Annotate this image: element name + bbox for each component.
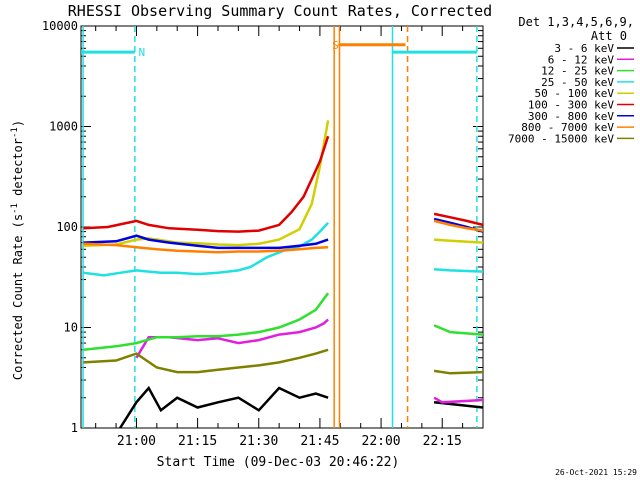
y-tick-label-2: 100 [56,220,78,234]
legend-header-line2: Att 0 [591,29,627,43]
y-tick-label-1: 10 [64,321,78,335]
x-tick-label-2: 21:30 [239,434,278,449]
y-tick-label-0: 1 [71,421,78,435]
y-axis-label: Corrected Count Rate (s-1 detector-1) [10,120,25,380]
footer-date: 26-Oct-2021 15:29 [555,468,637,477]
y-axis-label-end: ) [11,120,25,127]
series-line-800-7000-b [433,219,484,232]
axis-ticks [81,25,484,429]
shading-lines [82,26,478,428]
y-tick-label-3: 1000 [49,120,78,134]
x-tick-label-0: 21:00 [117,434,156,449]
legend-label-3-6: 3 - 6 keV [554,42,614,55]
legend-label-25-50: 25 - 50 keV [541,76,614,89]
series-line-3-6-a [119,385,329,429]
series-line-7000-15000-b [433,369,484,375]
legend-label-100-300: 100 - 300 keV [528,99,614,112]
x-tick-labels: 21:00 21:15 21:30 21:45 22:00 22:15 [117,434,462,449]
series-line-7000-15000-a [83,348,329,374]
y-tick-label-4: 10000 [42,19,78,33]
y-axis-label-sup-2: -1 [10,127,20,138]
series-line-100-300-a [83,135,330,233]
series-group [83,120,484,429]
series-line-50-100-b [434,238,484,244]
legend-label-12-25: 12 - 25 keV [541,65,614,78]
series-line-6-12-a [135,318,329,359]
y-tick-labels: 1 10 100 1000 10000 [42,19,78,435]
svg-text:Corrected Count Rate (s-1 dete: Corrected Count Rate (s-1 detector-1) [10,120,25,380]
y-axis-label-mid: detector [11,138,25,203]
series-line-6-12-b [433,396,484,404]
series-line-100-300-b [433,212,484,227]
series-line-12-25-a [83,292,330,352]
legend-label-800-7000: 800 - 7000 keV [521,121,614,134]
x-axis-label: Start Time (09-Dec-03 20:46:22) [157,455,400,470]
legend-label-50-100: 50 - 100 keV [535,87,615,100]
legend-label-7000-15000: 7000 - 15000 keV [508,132,614,145]
y-axis-label-sup-1: -1 [10,203,20,214]
series-line-12-25-b [433,324,484,336]
x-tick-label-4: 22:00 [362,434,401,449]
y-axis-label-main: Corrected Count Rate (s [11,214,25,380]
flag-label-S: S [332,39,339,52]
series-line-800-7000-a [83,242,329,254]
legend-header-line1: Det 1,3,4,5,6,9, [518,15,634,29]
flag-bars: NS [81,39,477,59]
legend-label-6-12: 6 - 12 keV [548,53,615,66]
x-tick-label-5: 22:15 [423,434,462,449]
flag-label-N: N [138,46,145,59]
series-line-300-800-a [83,234,329,250]
plot-frame [80,25,484,429]
series-line-25-50-b [434,267,484,273]
legend-label-300-800: 300 - 800 keV [528,110,614,123]
series-line-50-100-a [83,120,330,248]
x-tick-label-3: 21:45 [300,434,339,449]
chart-title: RHESSI Observing Summary Count Rates, Co… [68,2,492,20]
x-tick-label-1: 21:15 [178,434,217,449]
